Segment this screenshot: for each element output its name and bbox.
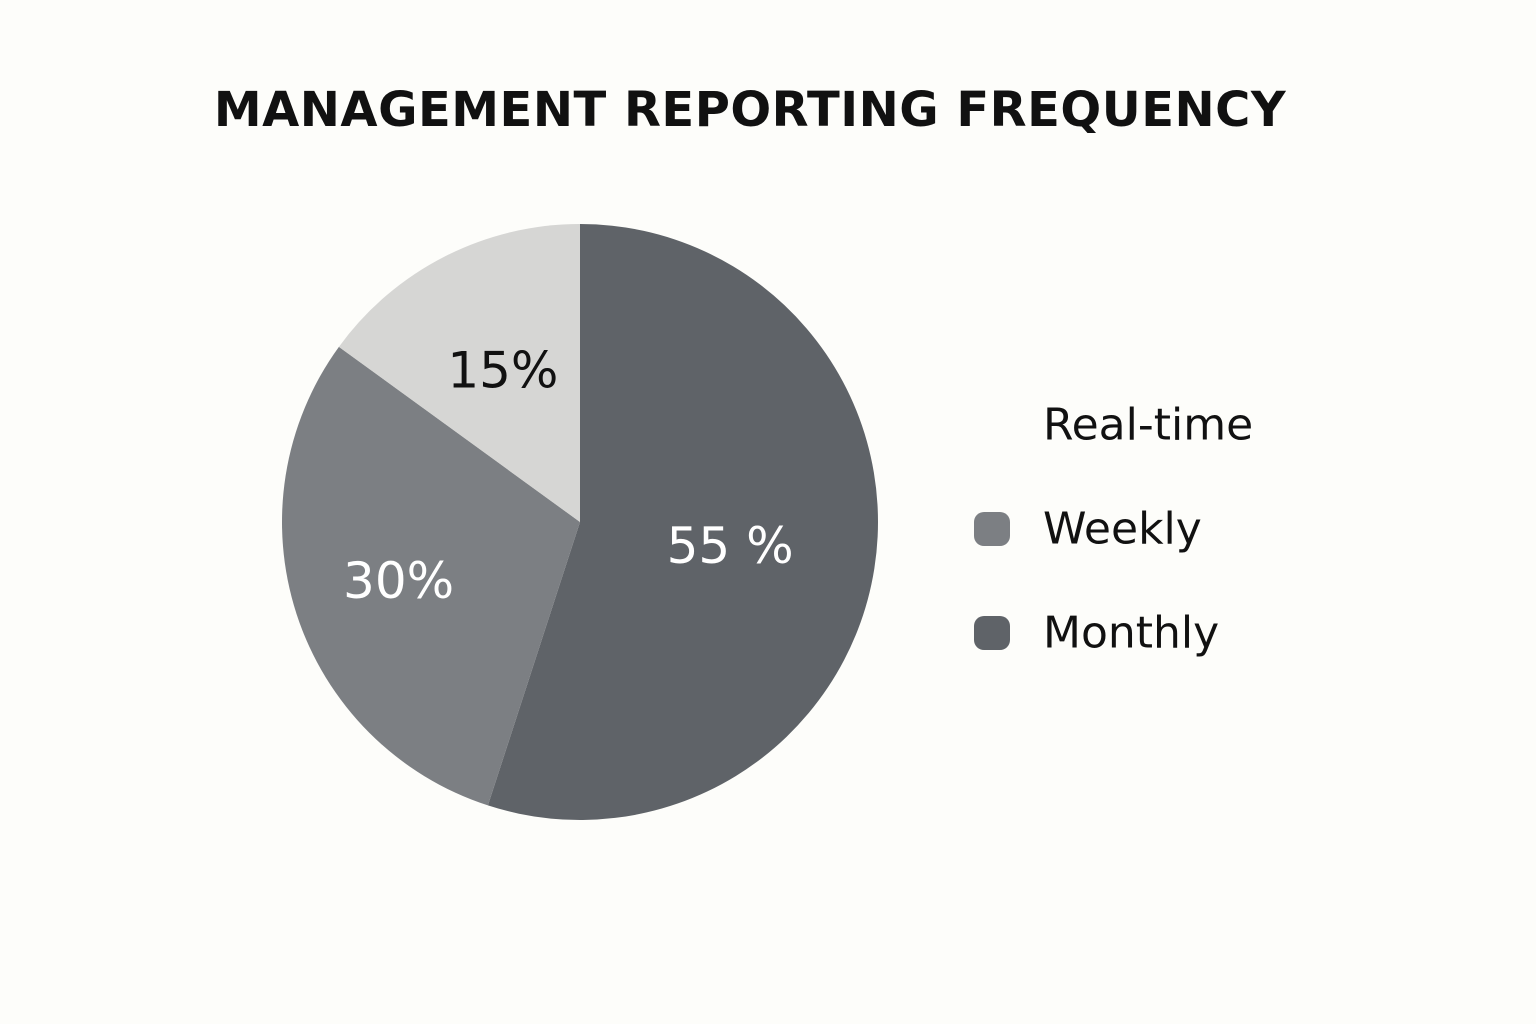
- pie-slice-monthly: [487, 224, 878, 820]
- legend-swatch-real-time: [974, 408, 1010, 442]
- legend-label-monthly: Monthly: [1043, 608, 1219, 659]
- slice-label-monthly: 55 %: [667, 517, 794, 575]
- slice-label-real-time: 15%: [447, 342, 558, 400]
- pie-slices: [282, 224, 878, 820]
- pie-slice-weekly: [282, 346, 580, 806]
- chart-title: MANAGEMENT REPORTING FREQUENCY: [213, 82, 1287, 138]
- legend-label-real-time: Real-time: [1043, 400, 1253, 451]
- legend-label-weekly: Weekly: [1043, 504, 1202, 555]
- pie-slice-labels: 55 % 30% 15%: [343, 342, 794, 610]
- slice-label-weekly: 30%: [343, 552, 454, 610]
- chart-legend: Real-time Weekly Monthly: [974, 400, 1253, 659]
- legend-swatch-weekly: [974, 512, 1010, 546]
- pie-slice-real-time: [338, 224, 580, 522]
- legend-swatch-monthly: [974, 616, 1010, 650]
